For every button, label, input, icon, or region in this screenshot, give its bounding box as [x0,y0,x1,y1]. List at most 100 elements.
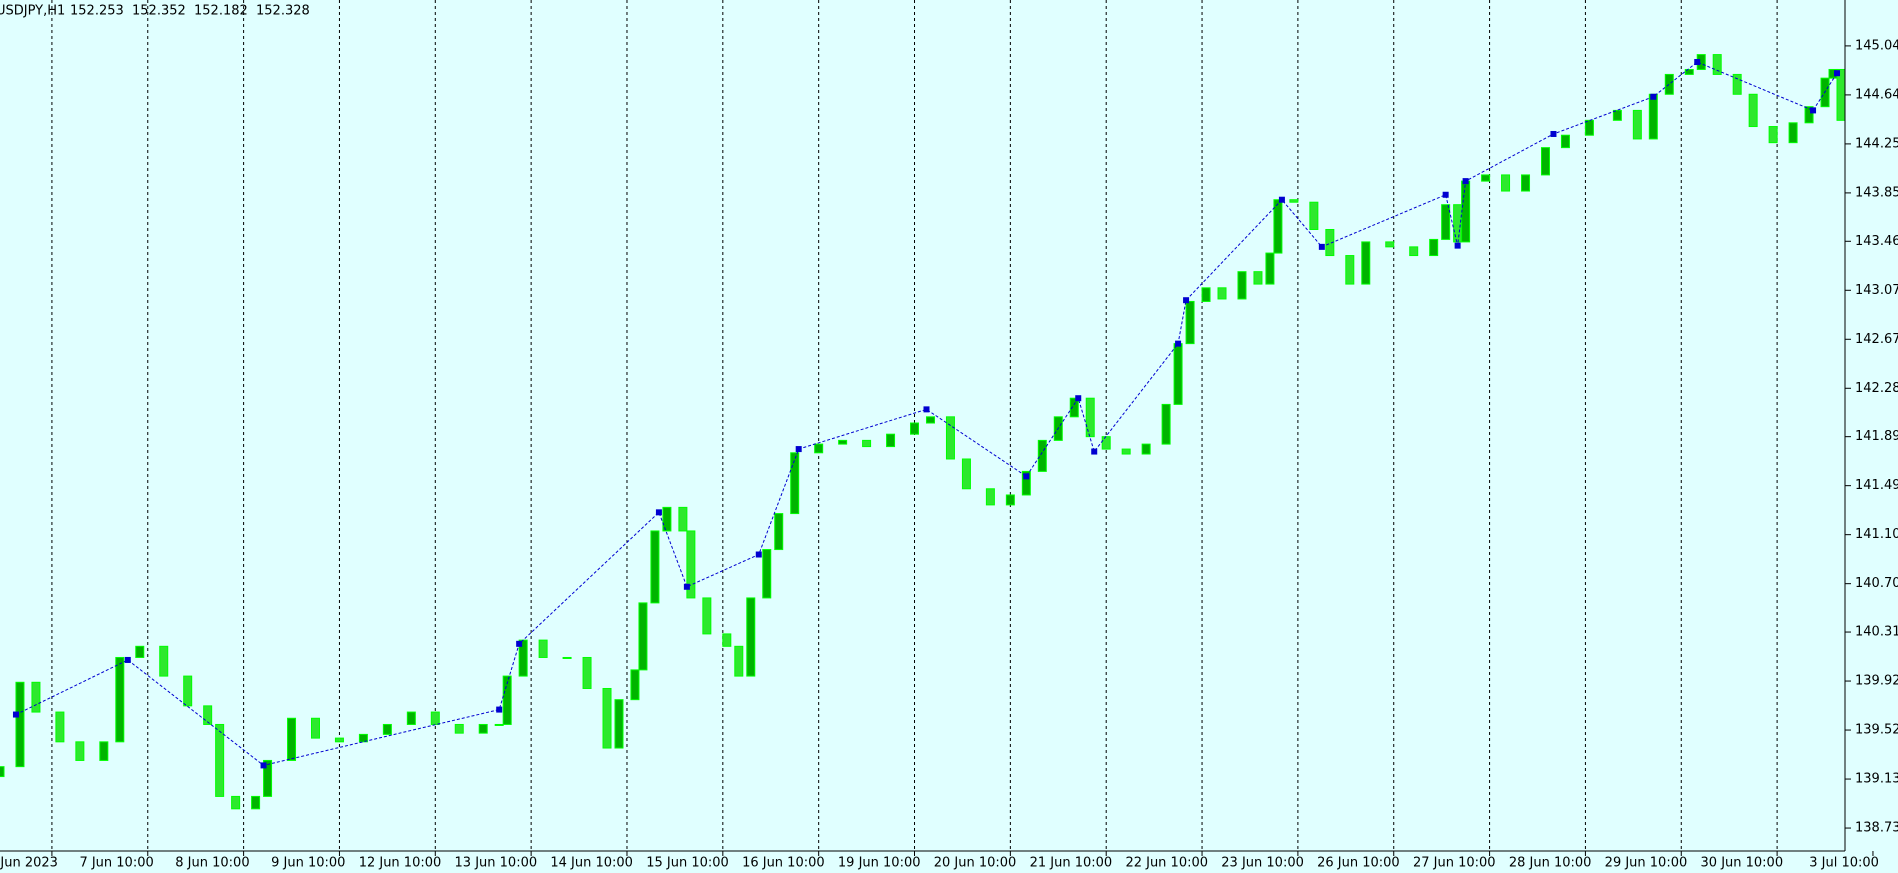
candle [1712,54,1722,75]
zigzag-point [260,762,267,769]
candle [99,741,109,761]
zigzag-point [1075,395,1082,402]
x-tick-label: 16 Jun 10:00 [742,856,825,871]
candle [1461,180,1471,243]
candle [1121,448,1131,455]
candle [1361,241,1371,285]
y-tick-label: 144.250 [1855,136,1898,151]
candle [231,795,241,810]
candle [1429,238,1439,257]
plot-area [0,54,1845,810]
candle [494,723,504,726]
candle [75,741,85,761]
candle [1560,134,1570,149]
y-tick-label: 140.315 [1855,625,1898,640]
candle [1732,73,1742,95]
zigzag-point [1318,243,1325,250]
candle [1237,271,1247,300]
candle [15,681,25,768]
candle [1185,300,1195,345]
x-tick-label: 28 Jun 10:00 [1509,856,1592,871]
candle [1273,199,1283,254]
candle [630,669,640,701]
y-tick-label: 143.465 [1855,234,1898,249]
candle [135,645,145,658]
candle [638,602,648,671]
header: USDJPY,H1 152.253 152.352 152.182 152.328 [0,4,310,19]
candle [1521,174,1531,192]
zigzag-point [795,446,802,453]
candle [478,723,488,734]
x-tick-label: 26 Jun 10:00 [1317,856,1400,871]
x-tick-label: 7 Jun 10:00 [79,856,153,871]
candle [925,416,935,424]
candle [1309,201,1319,230]
x-tick-label: 27 Jun 10:00 [1413,856,1496,871]
candle [985,488,995,506]
zigzag-point [1454,242,1461,249]
y-tick-label: 141.890 [1855,429,1898,444]
x-tick-label: 21 Jun 10:00 [1030,856,1113,871]
candle [1021,470,1031,496]
y-tick-label: 139.525 [1855,723,1898,738]
candle [183,675,193,707]
candle [334,737,344,743]
y-tick-label: 141.100 [1855,527,1898,542]
candle [310,717,320,739]
candle [1265,252,1275,285]
candle [1632,109,1642,140]
candle [55,711,65,743]
candle [1217,287,1227,300]
zigzag-point [1810,107,1817,114]
zigzag-point [755,551,762,558]
quote-value: 152.352 [132,4,186,19]
candle [1481,174,1491,182]
candle [678,506,688,532]
candle [722,633,732,647]
zigzag-point [1694,59,1701,66]
candle [1441,204,1451,240]
y-tick-label: 144.645 [1855,87,1898,102]
y-tick-label: 140.705 [1855,576,1898,591]
candle [662,506,672,532]
x-tick-label: 30 Jun 10:00 [1701,856,1784,871]
candle [430,711,440,725]
candle [790,452,800,515]
candle [0,766,5,778]
candle [1612,109,1622,121]
candle [910,422,920,435]
candle [650,530,660,604]
candle [886,433,896,448]
candle [814,443,824,454]
zigzag-point [683,583,690,590]
candle [159,645,169,677]
candle [702,597,712,635]
quote-value: 152.328 [256,4,310,19]
candle [1173,343,1183,405]
zigzag-point [1834,70,1841,77]
candle [1788,122,1798,144]
zigzag-point [1550,130,1557,137]
candle [1325,228,1335,257]
x-tick-label: 29 Jun 10:00 [1605,856,1688,871]
x-tick-label: 20 Jun 10:00 [934,856,1017,871]
x-tick-label: 15 Jun 10:00 [646,856,729,871]
x-tick-label: 23 Jun 10:00 [1221,856,1304,871]
candle [263,759,273,797]
zigzag-point [1091,448,1098,455]
candle [1085,397,1095,438]
y-tick-label: 145.040 [1855,38,1898,53]
candle [1253,271,1263,285]
quote-value: 152.182 [194,4,248,19]
zigzag-point [1278,196,1285,203]
candle [1501,174,1511,192]
zigzag-point [516,640,523,647]
candle [1804,106,1814,124]
zigzag-point [1650,93,1657,100]
x-tick-label: 12 Jun 10:00 [359,856,442,871]
candle [734,645,744,677]
quote-value: 152.253 [70,4,124,19]
candle [1648,93,1658,140]
x-tick-label: 9 Jun 10:00 [271,856,345,871]
candle [1345,255,1355,285]
